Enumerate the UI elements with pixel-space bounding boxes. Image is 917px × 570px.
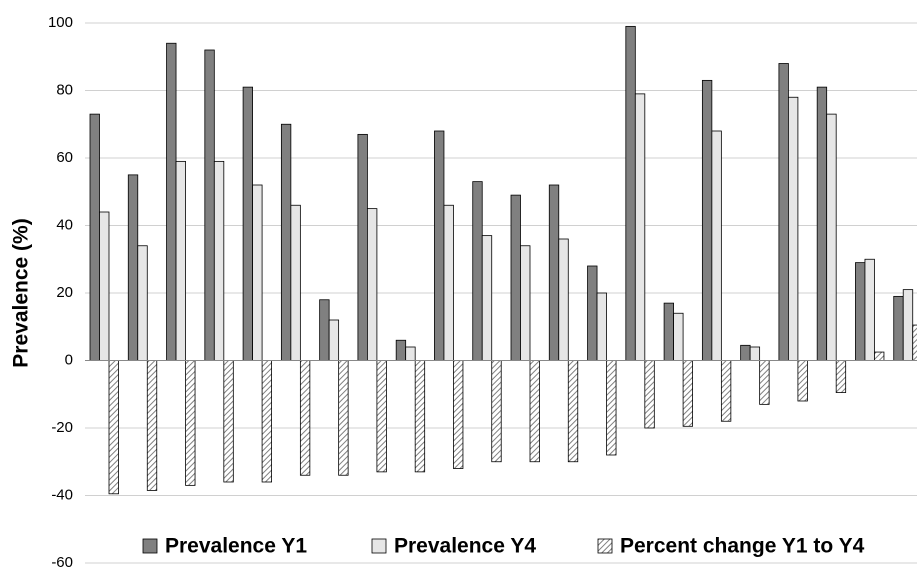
y-tick-label: -40 <box>51 486 73 503</box>
bar <box>299 360 311 476</box>
bar <box>146 360 158 491</box>
bar <box>252 184 263 361</box>
bar <box>405 346 416 361</box>
bar <box>472 181 483 361</box>
bar <box>634 93 646 361</box>
bar <box>720 360 732 422</box>
bar <box>204 49 215 361</box>
bar <box>558 238 569 361</box>
y-tick-label: 40 <box>56 216 73 233</box>
bar <box>529 360 540 463</box>
bar <box>280 123 292 361</box>
y-tick-label: 100 <box>48 14 73 31</box>
bar <box>443 204 454 361</box>
bar <box>826 113 837 361</box>
bar <box>290 204 301 361</box>
bar <box>567 360 579 463</box>
bar <box>99 211 110 361</box>
bar <box>912 324 917 361</box>
bar <box>89 113 100 361</box>
bar <box>175 160 186 361</box>
bar <box>166 42 177 361</box>
bar <box>701 79 713 361</box>
bar <box>673 312 684 361</box>
bar <box>835 360 847 393</box>
bar <box>874 351 885 361</box>
bar <box>606 360 617 456</box>
legend-label: Prevalence Y1 <box>165 535 307 558</box>
bar <box>213 160 225 361</box>
y-tick-label: 20 <box>56 284 73 301</box>
bar <box>749 346 761 361</box>
bar <box>587 265 598 361</box>
bar <box>644 360 655 429</box>
bar <box>682 360 693 427</box>
bar <box>711 130 722 361</box>
legend-swatch <box>371 538 387 554</box>
y-tick-label: -60 <box>51 554 73 570</box>
bar <box>137 245 148 361</box>
bar <box>434 130 445 361</box>
legend-label: Prevalence Y4 <box>394 535 536 558</box>
bar <box>816 86 828 361</box>
bar <box>319 299 330 361</box>
bar <box>328 319 340 361</box>
bar <box>223 360 234 483</box>
bar <box>778 63 789 361</box>
bar <box>414 360 426 473</box>
bar <box>520 245 531 361</box>
bar <box>596 292 607 361</box>
bar <box>855 262 866 361</box>
bar <box>902 289 914 361</box>
bar <box>510 194 521 361</box>
legend-label: Percent change Y1 to Y4 <box>620 535 865 558</box>
bar <box>376 360 387 473</box>
bar <box>395 339 407 361</box>
y-axis-label: Prevalence (%) <box>10 218 33 367</box>
bar <box>261 360 272 483</box>
bar <box>185 360 196 486</box>
bar <box>367 208 378 361</box>
bar <box>740 344 751 361</box>
bar <box>108 360 119 495</box>
y-tick-label: 0 <box>65 351 73 368</box>
bar <box>548 184 560 361</box>
bar <box>864 258 875 361</box>
bar <box>797 360 808 402</box>
bar <box>788 96 799 361</box>
bar <box>338 360 349 476</box>
bar <box>625 25 636 361</box>
bar <box>357 133 368 361</box>
bar <box>491 360 502 463</box>
bar <box>242 86 253 361</box>
y-tick-label: 80 <box>56 81 73 98</box>
bar <box>453 360 464 469</box>
y-tick-label: 60 <box>56 149 73 166</box>
legend-swatch <box>142 538 158 554</box>
bar <box>759 360 770 405</box>
bar <box>663 302 674 361</box>
y-tick-label: -20 <box>51 419 73 436</box>
bar <box>127 174 139 361</box>
bar <box>893 295 904 361</box>
bar <box>481 235 493 361</box>
legend-swatch <box>597 538 613 554</box>
